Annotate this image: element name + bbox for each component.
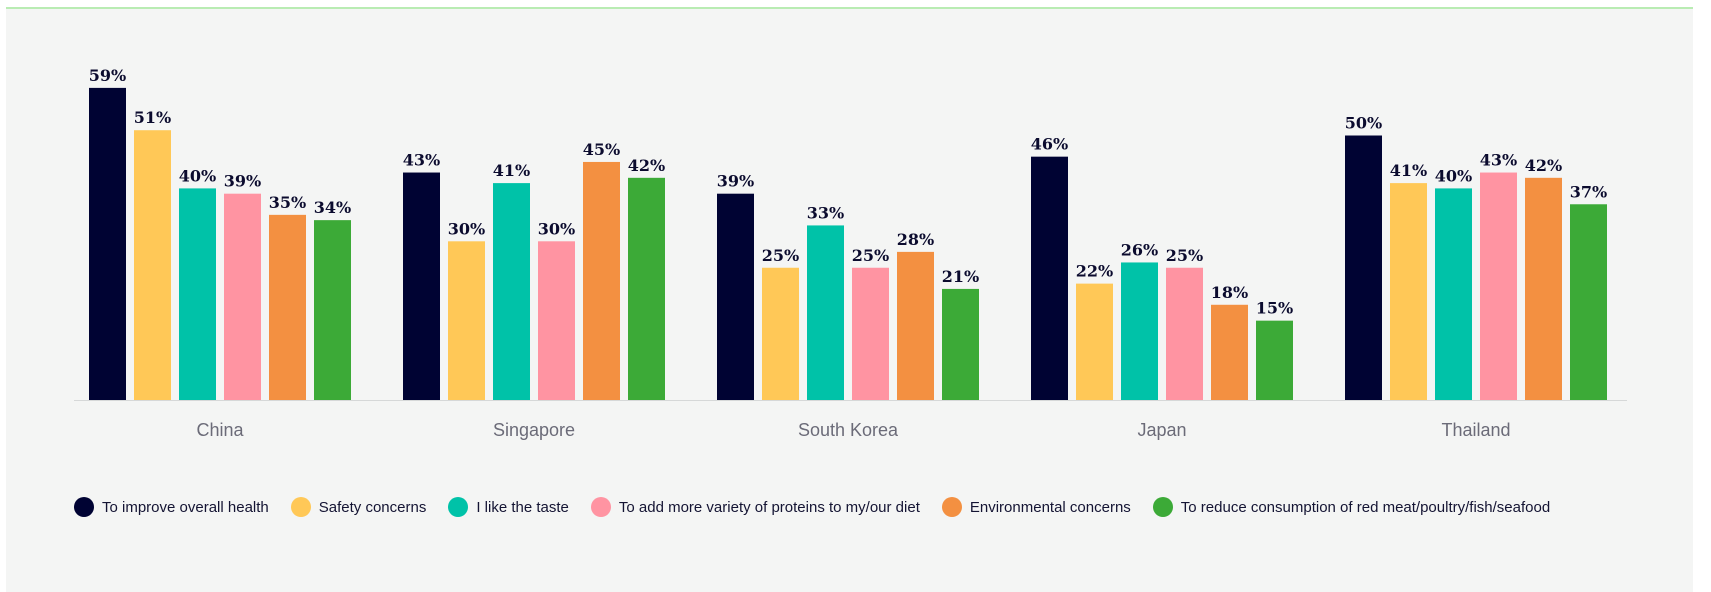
data-label: 41% (1390, 161, 1427, 180)
legend-swatch-icon (590, 497, 611, 517)
data-label: 34% (314, 198, 351, 217)
legend-item[interactable]: I like the taste (448, 497, 569, 517)
data-label: 42% (628, 156, 665, 175)
bar (897, 251, 934, 400)
data-label: 30% (538, 219, 575, 238)
data-label: 39% (224, 172, 261, 191)
legend-swatch-icon (941, 497, 962, 517)
data-label: 25% (852, 246, 889, 265)
data-label: 25% (762, 246, 799, 265)
legend-swatch-icon (290, 497, 311, 517)
data-label: 28% (897, 230, 934, 249)
data-label: 26% (1121, 240, 1158, 259)
legend-label: Safety concerns (318, 498, 427, 516)
grouped-bar-chart: 59% 51% 40% 39% 35% 34% China 43% 30% 41% 30% 45% 42… (74, 66, 1627, 440)
legend-item[interactable]: To improve overall health (74, 497, 269, 517)
x-tick-label: Thailand (1441, 420, 1510, 440)
legend-label: To reduce consumption of red meat/poultr… (1180, 498, 1551, 516)
legend: To improve overall health Safety concerns… (74, 497, 1572, 517)
data-label: 42% (1525, 156, 1562, 175)
bar (538, 241, 575, 400)
data-label: 35% (269, 193, 306, 212)
data-label: 18% (1211, 283, 1248, 302)
bar (314, 220, 351, 400)
bar (1390, 183, 1427, 400)
data-label: 41% (493, 161, 530, 180)
bar (762, 267, 799, 400)
x-tick-label: Japan (1137, 420, 1186, 440)
data-label: 37% (1570, 182, 1607, 201)
bar (628, 177, 665, 400)
legend-swatch-icon (74, 497, 94, 517)
bar (448, 241, 485, 400)
data-label: 51% (134, 108, 171, 127)
bar (1570, 204, 1607, 400)
bar (403, 172, 440, 400)
x-tick-label: Singapore (493, 420, 575, 440)
bar (89, 87, 126, 400)
bar (493, 183, 530, 400)
bar (1211, 304, 1248, 400)
data-label: 43% (1480, 151, 1517, 170)
bar (224, 193, 261, 400)
x-tick-label: South Korea (798, 420, 899, 440)
bar (269, 214, 306, 400)
data-label: 50% (1345, 114, 1382, 133)
bar (942, 288, 979, 400)
bar (179, 188, 216, 400)
legend-item[interactable]: To reduce consumption of red meat/poultr… (1152, 497, 1551, 517)
bar (1435, 188, 1472, 400)
data-label: 59% (89, 66, 126, 85)
data-label: 46% (1031, 135, 1068, 154)
data-label: 21% (942, 267, 979, 286)
legend-label: To add more variety of proteins to my/ou… (618, 498, 920, 516)
data-label: 45% (583, 140, 620, 159)
bar (807, 225, 844, 400)
bar (717, 193, 754, 400)
legend-label: I like the taste (476, 498, 569, 516)
bar (1480, 172, 1517, 400)
data-label: 40% (1435, 166, 1472, 185)
legend-swatch-icon (1152, 497, 1173, 517)
data-label: 43% (403, 151, 440, 170)
bar (1256, 320, 1293, 400)
data-label: 15% (1256, 299, 1293, 318)
bar (1076, 283, 1113, 400)
bar (1031, 156, 1068, 400)
x-tick-label: China (196, 420, 244, 440)
data-label: 25% (1166, 246, 1203, 265)
bar (134, 130, 171, 400)
data-label: 39% (717, 172, 754, 191)
data-label: 22% (1076, 262, 1113, 281)
legend-item[interactable]: Safety concerns (290, 497, 427, 517)
bar (583, 161, 620, 400)
data-label: 33% (807, 203, 844, 222)
bar (852, 267, 889, 400)
bar (1121, 262, 1158, 400)
legend-item[interactable]: To add more variety of proteins to my/ou… (590, 497, 920, 517)
bar (1166, 267, 1203, 400)
legend-label: Environmental concerns (969, 498, 1131, 516)
bar (1345, 135, 1382, 400)
legend-label: To improve overall health (102, 498, 269, 516)
data-label: 30% (448, 219, 485, 238)
legend-item[interactable]: Environmental concerns (941, 497, 1131, 517)
legend-swatch-icon (448, 497, 469, 517)
data-label: 40% (179, 166, 216, 185)
bar (1525, 177, 1562, 400)
